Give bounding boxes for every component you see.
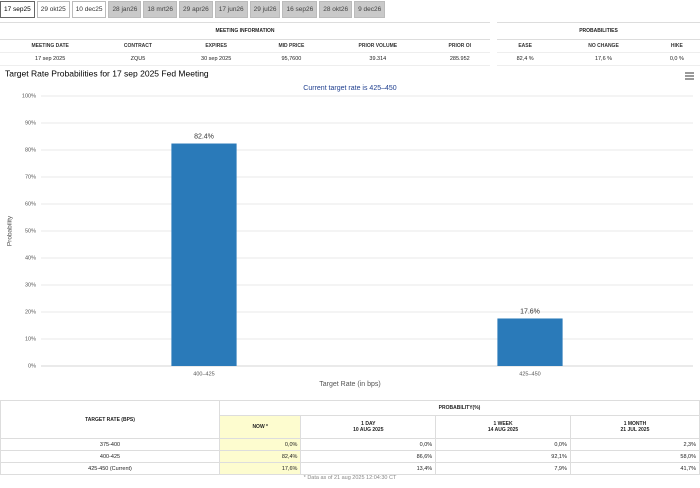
cell: 82,4%: [218, 450, 302, 463]
cell: 0,0%: [218, 438, 302, 451]
row-label: 425-450 (Current): [0, 462, 220, 475]
column-label: 1 MONTH: [623, 421, 647, 427]
column-date: 14 AUG 2025: [487, 427, 519, 433]
meeting-tab[interactable]: 28 okt26: [319, 1, 353, 18]
value-label: 17.6%: [520, 308, 540, 315]
cell: 39.314: [326, 52, 430, 66]
row-label: 375-400: [0, 438, 220, 451]
cell: 0,0%: [435, 438, 571, 451]
cell: 92,1%: [435, 450, 571, 463]
column-date: 21 JUL 2025: [620, 427, 650, 433]
column-header: 1 MONTH 21 JUL 2025: [569, 415, 700, 439]
table-title: PROBABILITY(%): [219, 400, 700, 416]
x-axis-label: Target Rate (in bps): [319, 381, 380, 388]
column-header: HIKE: [653, 39, 700, 53]
cell: 0,0 %: [653, 52, 700, 66]
cell: 2,3%: [569, 438, 700, 451]
menu-icon[interactable]: [685, 72, 694, 80]
cell: 13,4%: [300, 462, 437, 475]
cell: ZQU5: [100, 52, 176, 66]
data-row: 425-450 (Current) 17,6% 13,4% 7,9% 41,7%: [0, 462, 700, 475]
meeting-tab[interactable]: 18 mrt26: [143, 1, 178, 18]
row-header: TARGET RATE (BPS): [0, 400, 220, 439]
column-header-row: MEETING DATE CONTRACT EXPIRES MID PRICE PRIO…: [0, 39, 490, 53]
meeting-tab[interactable]: 29 jul26: [249, 1, 281, 18]
column-header: MID PRICE: [256, 39, 327, 53]
column-header: 1 DAY 10 AUG 2025: [300, 415, 437, 439]
column-header: EASE: [497, 39, 554, 53]
meeting-tab[interactable]: 17 jun26: [214, 1, 248, 18]
data-row: 400-425 82,4% 86,6% 92,1% 58,0%: [0, 450, 700, 463]
meeting-tab[interactable]: 28 jan26: [108, 1, 142, 18]
column-header: NOW *: [218, 415, 302, 439]
meeting-tabs: 17 sep25 29 okt25 10 dec25 28 jan26 18 mrt26…: [0, 1, 386, 18]
meeting-info-table: MEETING INFORMATION MEETING DATE CONTRACT E…: [0, 22, 490, 66]
cell: 58,0%: [569, 450, 700, 463]
meeting-tab[interactable]: 16 sep26: [282, 1, 318, 18]
column-date: 10 AUG 2025: [353, 427, 384, 433]
bar: [171, 143, 237, 366]
meeting-tab[interactable]: 10 dec25: [71, 1, 107, 18]
cell: 17,6 %: [553, 52, 654, 66]
section-title: PROBABILITIES: [497, 22, 700, 40]
column-header: CONTRACT: [100, 39, 176, 53]
cell: 95,7600: [256, 52, 327, 66]
column-header: NO CHANGE: [553, 39, 654, 53]
meeting-tab[interactable]: 29 okt25: [36, 1, 70, 18]
y-axis-label: Probability: [7, 215, 14, 246]
y-tick-label: 0%: [28, 363, 36, 369]
cell: 0,0%: [300, 438, 437, 451]
header-row: TARGET RATE (BPS) PROBABILITY(%): [0, 400, 700, 439]
column-header: PRIOR VOLUME: [326, 39, 430, 53]
x-tick-label: 400–425: [193, 371, 214, 377]
section-title: MEETING INFORMATION: [0, 22, 490, 40]
data-row: 375-400 0,0% 0,0% 0,0% 2,3%: [0, 438, 700, 451]
column-label: 1 WEEK: [493, 421, 513, 427]
history-table: TARGET RATE (BPS) PROBABILITY(%) NOW * 1 DA…: [0, 400, 700, 475]
cell: 17 sep 2025: [0, 52, 101, 66]
y-tick-label: 60%: [25, 201, 36, 207]
y-tick-label: 70%: [25, 174, 36, 180]
column-header: 1 WEEK 14 AUG 2025: [435, 415, 571, 439]
chart: Target Rate Probabilities for 17 sep 202…: [5, 68, 694, 388]
column-header: EXPIRES: [175, 39, 257, 53]
column-header: PRIOR OI: [429, 39, 490, 53]
column-header-row: EASE NO CHANGE HIKE: [497, 39, 700, 53]
value-row: 17 sep 2025 ZQU5 30 sep 2025 95,7600 39.314 2…: [0, 52, 490, 66]
value-row: 82,4 % 17,6 % 0,0 %: [497, 52, 700, 66]
data-note: * Data as of 21 aug 2025 12:04:30 CT: [303, 475, 397, 481]
chart-subtitle: Current target rate is 425–450: [303, 85, 396, 92]
value-label: 82.4%: [194, 133, 214, 140]
y-tick-label: 30%: [25, 282, 36, 288]
chart-title: Target Rate Probabilities for 17 sep 202…: [5, 68, 209, 78]
x-tick-label: 425–450: [519, 371, 540, 377]
cell: 30 sep 2025: [175, 52, 257, 66]
column-header-row: NOW * 1 DAY 10 AUG 2025 1 WEEK 14 AUG 2025 1 …: [1, 415, 700, 439]
cell: 285.952: [429, 52, 490, 66]
cell: 7,9%: [435, 462, 571, 475]
row-label: 400-425: [0, 450, 220, 463]
y-tick-label: 20%: [25, 309, 36, 315]
column-label: 1 DAY: [361, 421, 376, 427]
meeting-tab[interactable]: 29 apr26: [179, 1, 213, 18]
column-label: NOW *: [252, 424, 268, 430]
y-tick-label: 80%: [25, 147, 36, 153]
y-tick-label: 10%: [25, 336, 36, 342]
y-tick-label: 100%: [22, 93, 36, 99]
y-tick-label: 40%: [25, 255, 36, 261]
cell: 82,4 %: [497, 52, 554, 66]
y-tick-label: 90%: [25, 120, 36, 126]
meeting-tab[interactable]: 9 dec26: [354, 1, 386, 18]
header-row: PROBABILITIES: [497, 22, 700, 40]
cell: 86,6%: [300, 450, 437, 463]
cell: 41,7%: [569, 462, 700, 475]
y-tick-label: 50%: [25, 228, 36, 234]
cell: 17,6%: [218, 462, 302, 475]
probabilities-table: PROBABILITIES EASE NO CHANGE HIKE 82,4 % 17,6…: [497, 22, 700, 66]
header-row: MEETING INFORMATION: [0, 22, 490, 40]
bar: [497, 318, 563, 366]
meeting-tab[interactable]: 17 sep25: [0, 1, 35, 18]
column-header: MEETING DATE: [0, 39, 101, 53]
